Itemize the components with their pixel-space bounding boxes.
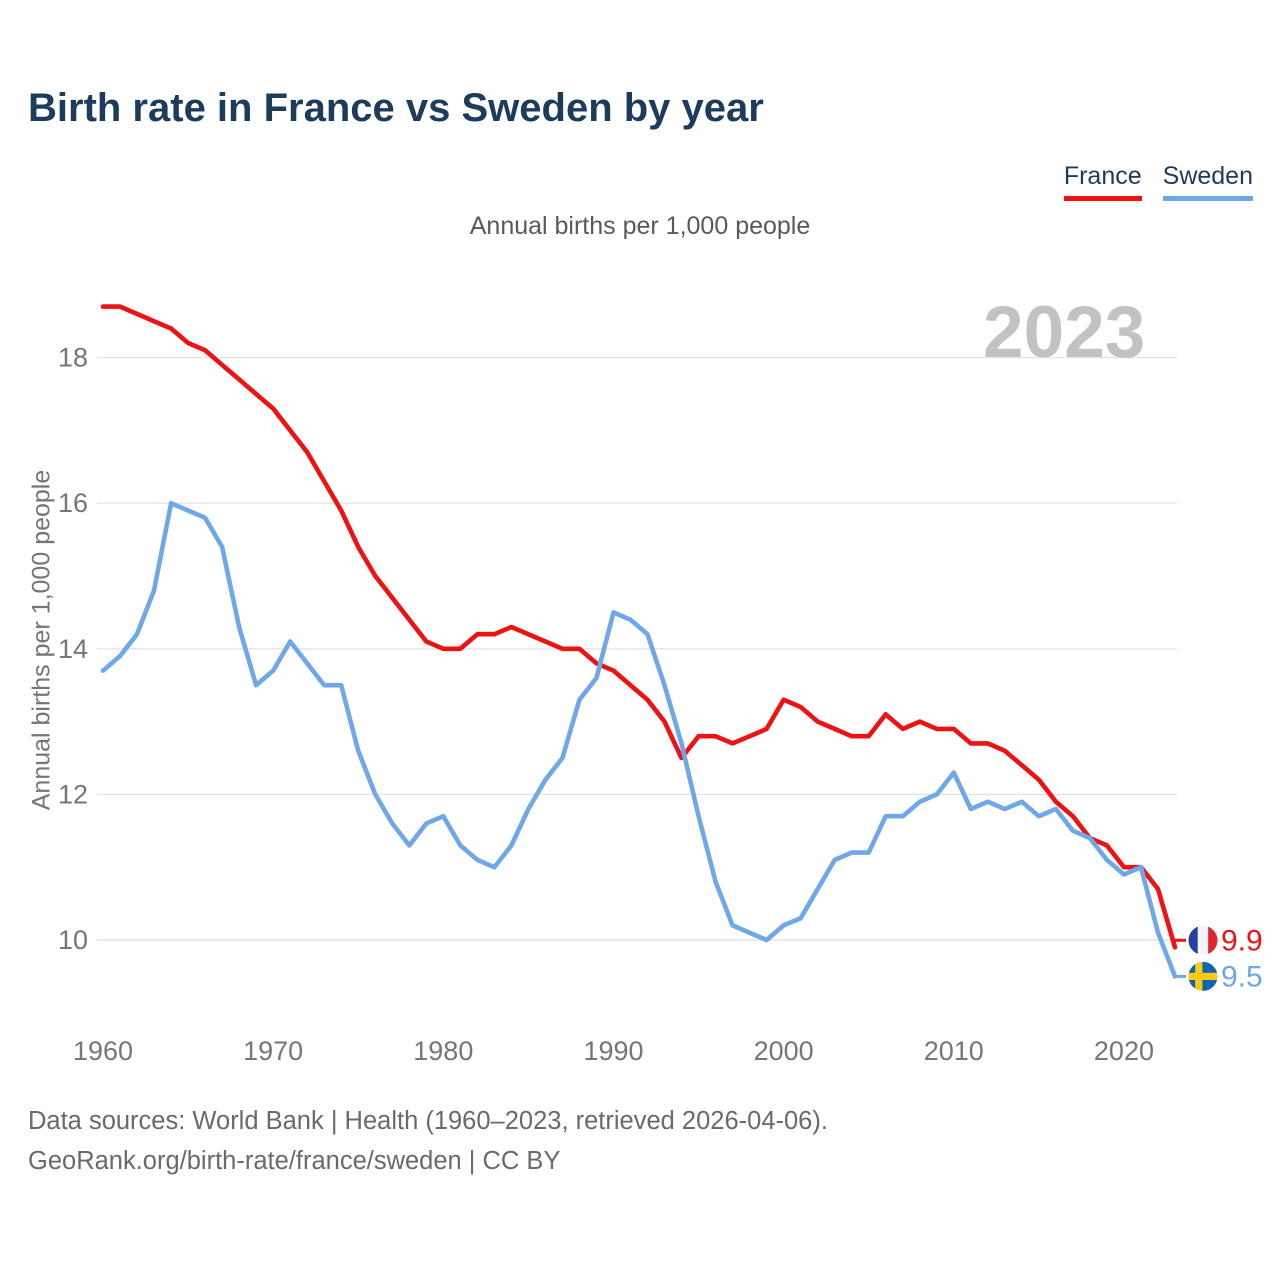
legend-item-france: France [1063,162,1142,201]
y-tick-label: 10 [58,925,88,955]
sweden-end-value: 9.5 [1221,960,1263,993]
sweden-line [100,500,1178,979]
x-tick-label: 2000 [754,1036,814,1066]
legend-label-sweden: Sweden [1162,162,1253,190]
france-line [100,304,1178,950]
footer-sources: Data sources: World Bank | Health (1960–… [28,1107,828,1135]
france-end-value: 9.9 [1221,924,1263,957]
x-tick-label: 2020 [1094,1036,1154,1066]
y-tick-label: 14 [58,634,88,664]
x-tick-label: 1980 [413,1036,473,1066]
x-tick-label: 1960 [73,1036,133,1066]
y-tick-label: 12 [58,779,88,809]
france-flag-icon [1186,923,1220,957]
y-tick-label: 18 [58,343,88,373]
legend: France Sweden [1063,162,1253,201]
footer-attribution: GeoRank.org/birth-rate/france/sweden | C… [28,1147,561,1175]
legend-item-sweden: Sweden [1162,162,1253,201]
x-tick-label: 2010 [924,1036,984,1066]
legend-label-france: France [1063,162,1142,190]
y-tick-label: 16 [58,488,88,518]
chart-subtitle: Annual births per 1,000 people [469,212,811,240]
x-tick-label: 1990 [583,1036,643,1066]
sweden-flag-icon [1186,959,1220,993]
page-title: Birth rate in France vs Sweden by year [28,86,764,130]
x-tick-label: 1970 [243,1036,303,1066]
footer: Data sources: World Bank | Health (1960–… [28,1101,828,1181]
